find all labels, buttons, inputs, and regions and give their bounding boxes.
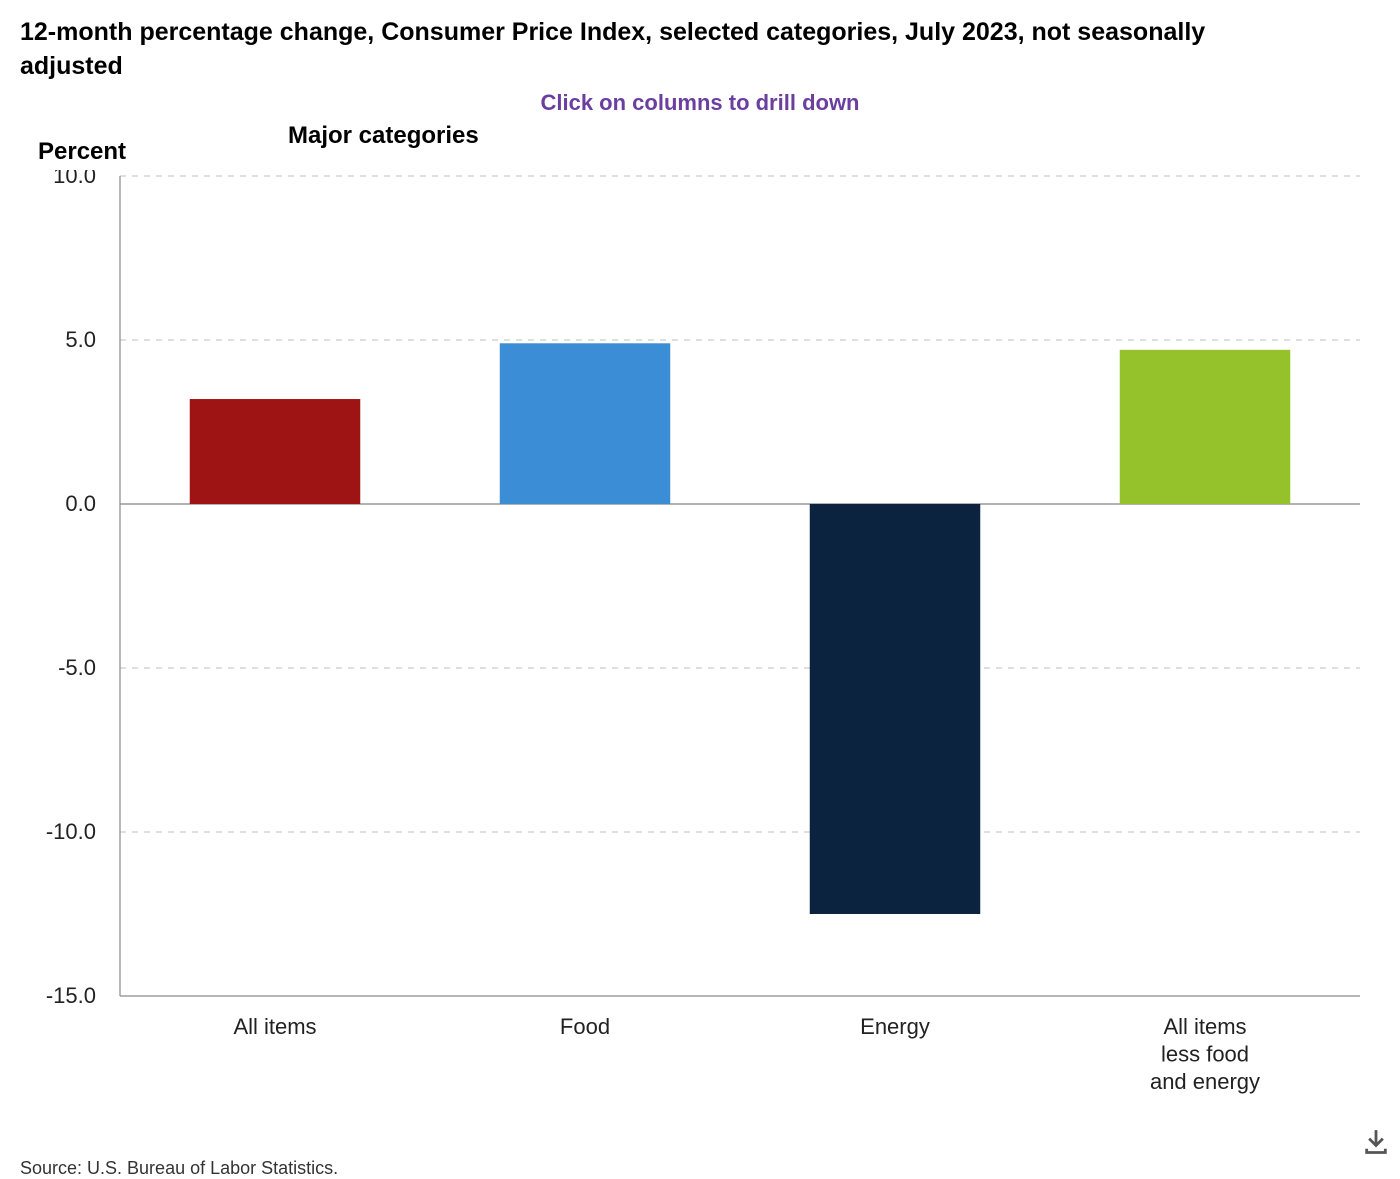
x-tick-label: Energy [860, 1014, 930, 1039]
y-tick-label: 5.0 [65, 327, 96, 352]
x-tick-label: Food [560, 1014, 610, 1039]
bar-column[interactable] [1120, 349, 1291, 503]
bar-column[interactable] [500, 343, 671, 504]
download-button[interactable] [1362, 1128, 1390, 1156]
chart-plot-wrap: 10.0 5.0 0.0 -5.0 -10.0 -15.0 All items Food Ene… [20, 170, 1380, 1150]
bar-column[interactable] [190, 399, 361, 504]
y-tick-label: -15.0 [46, 983, 96, 1008]
chart-container: 12-month percentage change, Consumer Pri… [0, 0, 1400, 1179]
drill-down-hint: Click on columns to drill down [20, 90, 1380, 116]
chart-subtitle: Major categories [288, 122, 479, 150]
download-icon [1362, 1128, 1390, 1156]
bar-column[interactable] [810, 504, 981, 914]
y-tick-label: 0.0 [65, 491, 96, 516]
chart-title: 12-month percentage change, Consumer Pri… [20, 16, 1220, 84]
x-tick-label: All items [233, 1014, 316, 1039]
bar-chart: 10.0 5.0 0.0 -5.0 -10.0 -15.0 All items Food Ene… [20, 170, 1400, 1150]
y-tick-label: -5.0 [58, 655, 96, 680]
source-text: Source: U.S. Bureau of Labor Statistics. [20, 1158, 1380, 1179]
x-tick-label: All itemsless foodand energy [1150, 1014, 1260, 1094]
y-axis-title: Percent [38, 138, 126, 166]
y-tick-label: -10.0 [46, 819, 96, 844]
y-tick-label: 10.0 [53, 170, 96, 188]
